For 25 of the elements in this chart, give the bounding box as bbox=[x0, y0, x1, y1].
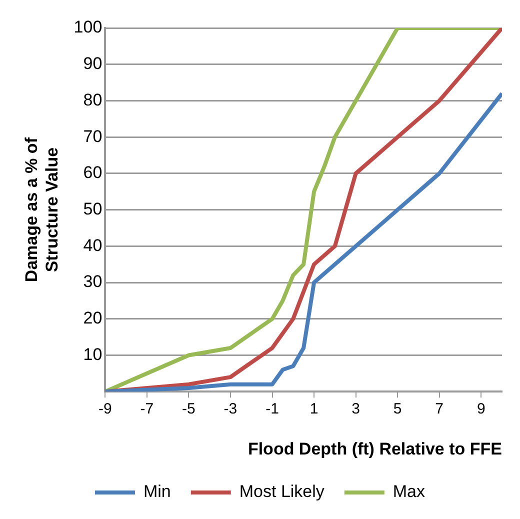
x-tick-label: 3 bbox=[352, 400, 360, 418]
y-tick-label: 10 bbox=[83, 344, 102, 364]
y-tick-label: 50 bbox=[83, 199, 102, 218]
y-tick-label: 60 bbox=[83, 163, 102, 182]
legend-label: Min bbox=[143, 482, 171, 502]
y-tick-label: 100 bbox=[74, 18, 102, 37]
x-axis-title: Flood Depth (ft) Relative to FFE bbox=[248, 439, 502, 458]
y-tick-label: 30 bbox=[83, 272, 102, 292]
x-tick-label: 1 bbox=[310, 400, 318, 418]
y-tick-label: 90 bbox=[83, 54, 102, 74]
y-axis-title: Damage as a % of Structure Value bbox=[22, 137, 62, 282]
y-tick-label: 40 bbox=[83, 236, 102, 255]
y-tick-label: 80 bbox=[83, 90, 102, 110]
x-tick-label: -3 bbox=[224, 400, 238, 418]
x-tick-label: -7 bbox=[140, 400, 154, 418]
x-tick-label: 9 bbox=[476, 400, 486, 418]
x-tick-label: 5 bbox=[393, 400, 402, 418]
legend-label: Most Likely bbox=[239, 482, 325, 502]
legend-label: Max bbox=[392, 482, 426, 502]
x-tick-label: -9 bbox=[98, 400, 112, 418]
x-tick-label: -5 bbox=[182, 400, 196, 418]
y-tick-label: 20 bbox=[83, 308, 102, 328]
x-tick-label: 7 bbox=[435, 400, 444, 418]
x-tick-label: -1 bbox=[266, 400, 279, 418]
y-tick-label: 70 bbox=[83, 126, 102, 146]
